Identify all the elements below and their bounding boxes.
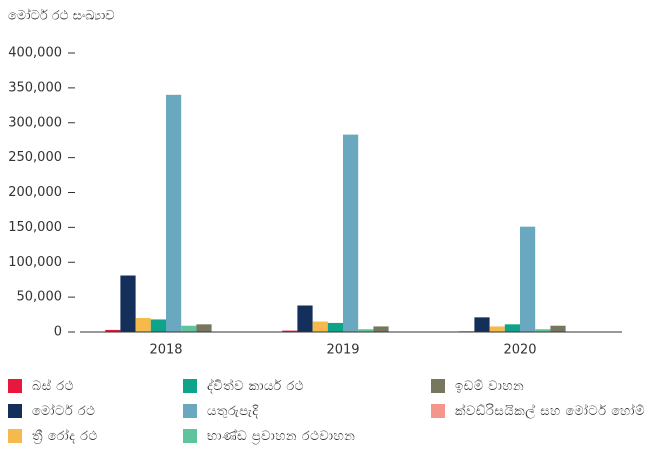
bar: [120, 276, 135, 332]
legend-swatch: [431, 379, 445, 393]
legend-swatch: [183, 429, 197, 443]
legend-swatch: [8, 429, 22, 443]
legend-label: ත්‍රී රෝද රථ: [32, 424, 98, 449]
y-tick-label: 100,000: [8, 255, 62, 270]
legend-label: ක්වඩ්රිසයිකල් සහ මෝටර් හෝම්: [455, 399, 645, 424]
bar: [520, 227, 535, 332]
legend-label: යතුරුපැදි: [207, 399, 258, 424]
bar: [181, 326, 196, 332]
y-tick-label: 400,000: [8, 46, 62, 61]
legend-item: ඉඩම් වාහන: [431, 374, 653, 399]
chart: මෝටර් රථ සංඛ්‍යාව 0 50,000 100,000 150,000 2…: [0, 0, 657, 370]
bar: [328, 323, 343, 332]
bar: [136, 318, 151, 332]
bar: [196, 324, 211, 332]
bar: [490, 326, 505, 332]
legend-item: මෝටර් රථ: [8, 399, 95, 424]
legend-swatch: [8, 379, 22, 393]
legend-label: ද්විත්ව කාර්ය රථ: [207, 374, 304, 399]
bar: [166, 95, 181, 332]
legend-item: බස් රථ: [8, 374, 74, 399]
y-tick-label: 0: [54, 325, 62, 340]
legend-swatch: [8, 404, 22, 418]
legend-label: මෝටර් රථ: [32, 399, 95, 424]
legend-label: ඉඩම් වාහන: [455, 374, 524, 399]
bar: [550, 326, 565, 332]
legend-item: භාණ්ඩ ප්‍රවාහන රථවාහන: [183, 424, 355, 449]
bar: [505, 324, 520, 332]
bar: [343, 135, 358, 332]
x-tick-label: 2019: [326, 343, 359, 358]
legend-label: භාණ්ඩ ප්‍රවාහන රථවාහන: [207, 424, 355, 449]
bar: [313, 322, 328, 332]
bar: [297, 305, 312, 332]
legend-swatch: [183, 404, 197, 418]
y-axis-label: මෝටර් රථ සංඛ්‍යාව: [8, 8, 115, 24]
x-tick-label: 2020: [503, 343, 536, 358]
y-tick-label: 300,000: [8, 115, 62, 130]
y-tick-label: 150,000: [8, 220, 62, 235]
legend-swatch: [431, 404, 445, 418]
legend-label: බස් රථ: [32, 374, 74, 399]
bar: [151, 319, 166, 332]
y-tick-label: 350,000: [8, 80, 62, 95]
x-tick-label: 2018: [149, 343, 182, 358]
legend-item: ත්‍රී රෝද රථ: [8, 424, 98, 449]
bar: [474, 317, 489, 332]
legend-item: යතුරුපැදි: [183, 399, 258, 424]
legend-swatch: [183, 379, 197, 393]
bar: [373, 326, 388, 332]
legend-item: ද්විත්ව කාර්ය රථ: [183, 374, 304, 399]
y-tick-label: 200,000: [8, 185, 62, 200]
legend-item: ක්වඩ්රිසයිකල් සහ මෝටර් හෝම්: [431, 399, 653, 424]
y-tick-label: 50,000: [17, 290, 63, 305]
y-tick-label: 250,000: [8, 150, 62, 165]
